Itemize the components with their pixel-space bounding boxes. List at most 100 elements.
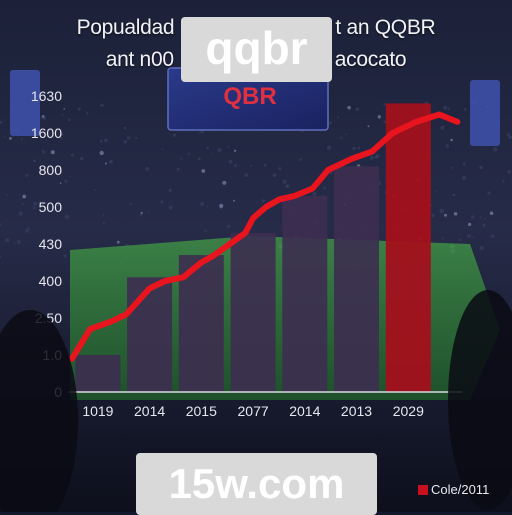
scoreboard-screen: QBR: [167, 67, 329, 131]
crowd-dot: [367, 125, 370, 128]
crowd-dot: [126, 136, 131, 140]
crowd-dot: [443, 105, 448, 110]
crowd-dot: [40, 117, 42, 120]
crowd-dot: [140, 211, 143, 214]
crowd-dot: [204, 229, 207, 232]
crowd-dot: [233, 199, 235, 202]
foreground-silhouette-left: [0, 310, 78, 512]
crowd-dot: [176, 167, 180, 171]
crowd-dot: [502, 179, 505, 183]
crowd-dot: [94, 189, 96, 192]
crowd-dot: [479, 165, 483, 170]
crowd-dot: [38, 168, 41, 171]
crowd-dot: [100, 103, 103, 107]
crowd-dot: [45, 206, 49, 210]
crowd-dot: [458, 238, 462, 241]
crowd-dot: [9, 137, 12, 140]
crowd-dot: [67, 118, 71, 122]
crowd-dot: [104, 138, 108, 143]
crowd-dot: [219, 203, 224, 208]
crowd-dot: [102, 213, 105, 216]
crowd-dot: [41, 150, 46, 154]
watermark-bottom: 15w.com: [136, 453, 377, 515]
crowd-dot: [13, 241, 16, 244]
series-line: [69, 111, 461, 362]
crowd-dot: [3, 135, 6, 138]
crowd-dot: [491, 234, 495, 238]
bar-series: [75, 103, 431, 393]
x-tick-label: 1019: [82, 403, 113, 419]
crowd-dot: [6, 194, 9, 196]
right-side-screen: [470, 80, 500, 146]
crowd-dot: [102, 104, 105, 107]
crowd-dot: [435, 190, 438, 193]
legend-label: Cole/2011: [431, 482, 490, 497]
crowd-dot: [493, 147, 498, 152]
crowd-dot: [430, 204, 433, 207]
crowd-dot: [227, 224, 231, 229]
crowd-dot: [20, 138, 23, 141]
y-tick-label: 800: [39, 162, 63, 178]
crowd-dot: [431, 214, 435, 218]
bar: [385, 103, 431, 393]
crowd-dot: [123, 139, 127, 144]
crowd-dot: [135, 136, 138, 139]
crowd-dot: [450, 166, 453, 169]
crowd-dot: [312, 191, 317, 196]
crowd-dot: [102, 221, 106, 225]
crowd-dot: [383, 120, 386, 124]
crowd-dot: [0, 223, 2, 226]
crowd-dot: [59, 182, 62, 184]
crowd-dot: [56, 203, 61, 207]
crowd-dot: [479, 245, 484, 250]
x-tick-label: 2029: [393, 403, 424, 419]
y-tick-label: 500: [39, 199, 63, 215]
crowd-dot: [200, 201, 205, 206]
crowd-dot: [479, 216, 482, 219]
x-axis-ticks: 1019 2014 2015 2077 2014 2013 2029: [82, 403, 424, 419]
x-tick-label: 2013: [341, 403, 372, 419]
crowd-dot: [345, 133, 348, 135]
x-tick-label: 2077: [238, 403, 269, 419]
bar: [230, 232, 276, 392]
crowd-dot: [467, 234, 471, 238]
crowd-dot: [462, 175, 467, 180]
crowd-dot: [278, 167, 282, 171]
crowd-dot: [506, 133, 511, 137]
crowd-dot: [168, 188, 172, 193]
crowd-dot: [0, 121, 3, 124]
crowd-dot: [370, 155, 374, 160]
crowd-dot: [489, 211, 494, 215]
crowd-dot: [105, 162, 107, 165]
crowd-dot: [50, 150, 55, 155]
crowd-dot: [323, 186, 327, 190]
crowd-dot: [444, 213, 447, 217]
crowd-dot: [347, 105, 351, 110]
crowd-dot: [227, 145, 230, 148]
crowd-dot: [33, 201, 38, 206]
crowd-dot: [228, 159, 233, 164]
crowd-dot: [377, 115, 381, 119]
crowd-dot: [482, 223, 486, 227]
bar: [334, 166, 379, 392]
crowd-dot: [139, 213, 143, 217]
crowd-dot: [340, 136, 343, 139]
crowd-dot: [233, 149, 237, 152]
crowd-dot: [445, 144, 450, 148]
crowd-dot: [145, 167, 150, 171]
watermark-top: qqbr: [181, 17, 332, 82]
crowd-dot: [452, 194, 455, 196]
crowd-dot: [180, 157, 183, 160]
chart-title-line-2: ant n00 acocato: [105, 48, 407, 71]
crowd-dot: [5, 238, 10, 243]
crowd-dot: [123, 126, 127, 130]
crowd-dot: [22, 203, 25, 206]
crowd-dot: [99, 150, 104, 156]
crowd-dot: [0, 255, 2, 258]
crowd-dot: [507, 170, 511, 174]
crowd-dot: [22, 194, 27, 199]
x-tick-label: 2015: [186, 403, 217, 419]
crowd-dot: [439, 208, 444, 214]
crowd-dot: [299, 158, 302, 161]
